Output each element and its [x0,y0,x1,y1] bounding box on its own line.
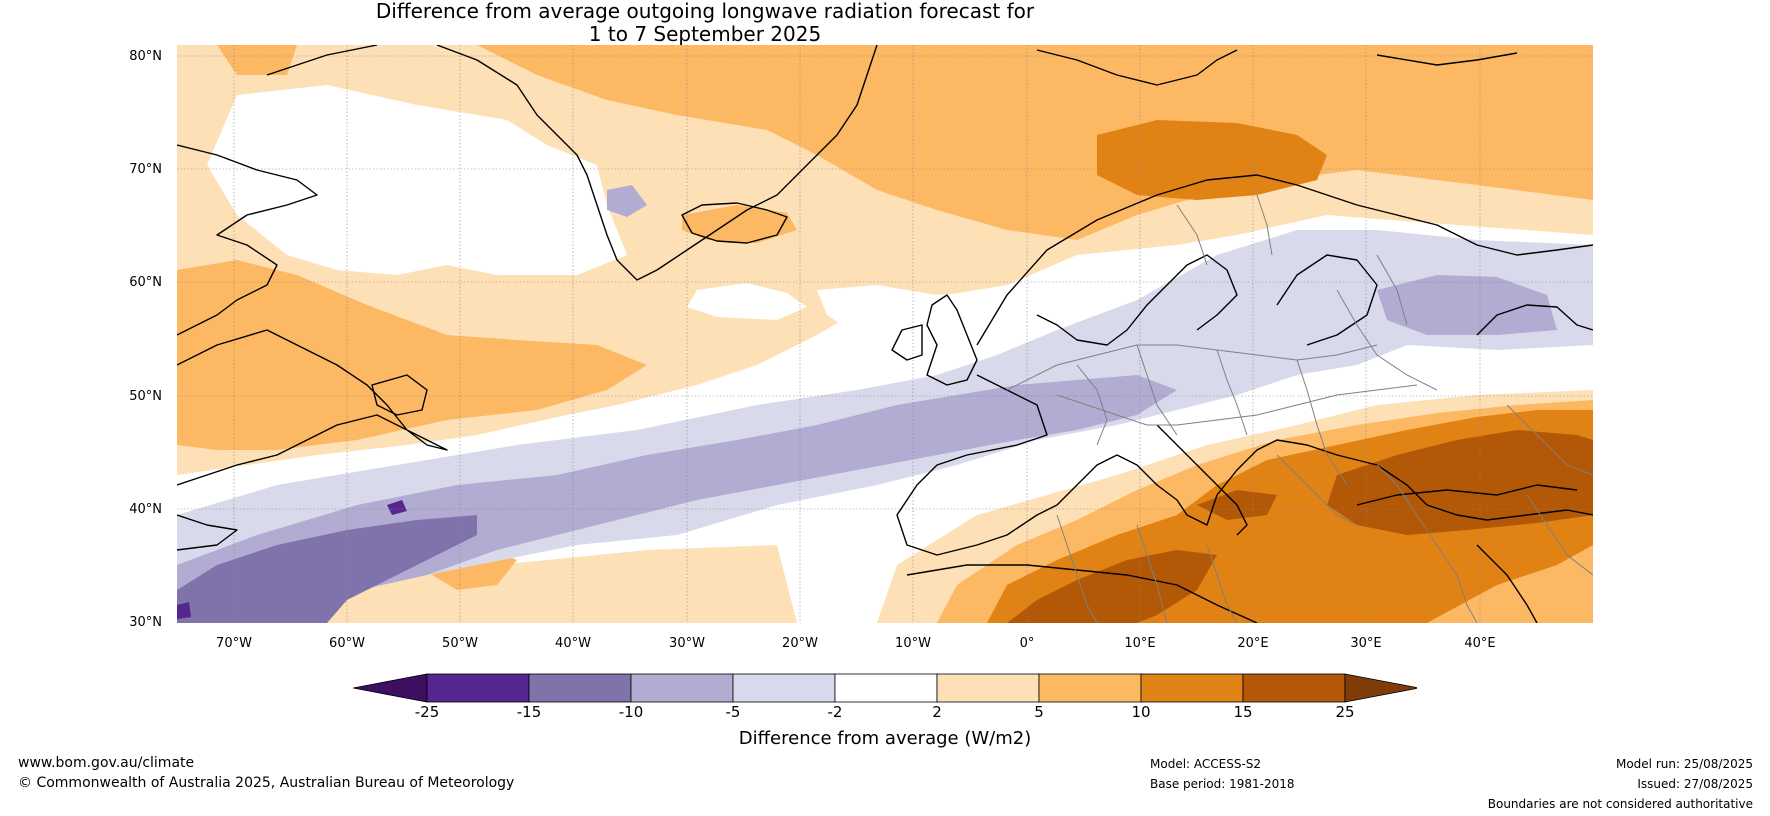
map-title: Difference from average outgoing longwav… [0,0,1410,46]
anomaly-region-15-25 [1007,550,1217,623]
lat-label-30n: 30°N [129,615,162,630]
lat-label-80n: 80°N [129,49,162,64]
colorbar-tick: -25 [414,703,440,721]
base-period-text: Base period: 1981-2018 [1150,777,1295,791]
colorbar-bin [528,673,632,703]
colorbar-tick: -10 [618,703,644,721]
colorbar-tick: -5 [725,703,741,721]
lon-label-20w: 20°W [782,636,818,651]
lon-label-70w: 70°W [216,636,252,651]
anomaly-region-neutral [207,85,627,275]
anomaly-region-neg5-neg10 [1377,275,1557,335]
model-text: Model: ACCESS-S2 [1150,757,1262,771]
anomaly-region-15-25 [1327,430,1593,535]
lon-label-30e: 30°E [1350,636,1382,651]
lat-label-70n: 70°N [129,162,162,177]
lon-label-10e: 10°E [1124,636,1156,651]
lat-label-60n: 60°N [129,275,162,290]
lon-label-40w: 40°W [555,636,591,651]
colorbar-label: Difference from average (W/m2) [738,728,1032,749]
anomaly-region-neg5-neg10 [177,375,1177,623]
anomaly-region-5-10 [177,260,647,450]
anomaly-region-neg10-neg15 [227,590,297,623]
colorbar-bin [630,673,734,703]
lat-label-40n: 40°N [129,502,162,517]
colorbar-tick: 5 [1034,703,1044,721]
anomaly-region-neg15-neg25 [177,602,191,619]
colorbar-tick: 25 [1335,703,1355,721]
anomaly-region-neutral [817,283,1077,345]
anomaly-region-5-10 [217,45,297,75]
model-run-text: Model run: 25/08/2025 [1615,757,1753,771]
graticule [177,45,1593,623]
lon-label-30w: 30°W [669,636,705,651]
colorbar-tick: 15 [1233,703,1253,721]
colorbar-bin [1242,673,1346,703]
lon-label-0: 0° [1019,636,1035,651]
colorbar-tick: 10 [1131,703,1151,721]
colorbar-extend-min [353,673,428,703]
anomaly-region-neg5-neg10 [607,185,647,217]
map-panel [177,45,1593,623]
colorbar-tick: -15 [516,703,542,721]
title-line-1: Difference from average outgoing longwav… [375,0,1035,23]
anomaly-map [177,45,1593,623]
copyright-text: © Commonwealth of Australia 2025, Austra… [18,775,515,791]
website-link[interactable]: www.bom.gov.au/climate [18,755,195,771]
lon-label-60w: 60°W [329,636,365,651]
country-borders [1006,194,1593,623]
colorbar-bin [1140,673,1244,703]
anomaly-region-neg15-neg25 [387,500,407,515]
lat-label-50n: 50°N [129,389,162,404]
title-line-2: 1 to 7 September 2025 [588,22,822,46]
lon-label-50w: 50°W [442,636,478,651]
anomaly-region-neutral [687,283,807,320]
disclaimer-text: Boundaries are not considered authoritat… [1487,797,1753,811]
colorbar-extend-max [1344,673,1417,703]
colorbar-bin [834,673,938,703]
colorbar-bin [1038,673,1142,703]
colorbar-tick: -2 [827,703,843,721]
colorbar [353,673,1417,703]
anomaly-region-5-10 [477,45,1593,240]
issued-text: Issued: 27/08/2025 [1637,777,1753,791]
anomaly-region-10-15 [1097,120,1327,200]
lon-label-40e: 40°E [1464,636,1496,651]
colorbar-bin [732,673,836,703]
lon-label-20e: 20°E [1237,636,1269,651]
coastlines [177,45,1593,623]
colorbar-bin [426,673,530,703]
colorbar-bin [936,673,1040,703]
lon-label-10w: 10°W [895,636,931,651]
colorbar-tick: 2 [932,703,942,721]
